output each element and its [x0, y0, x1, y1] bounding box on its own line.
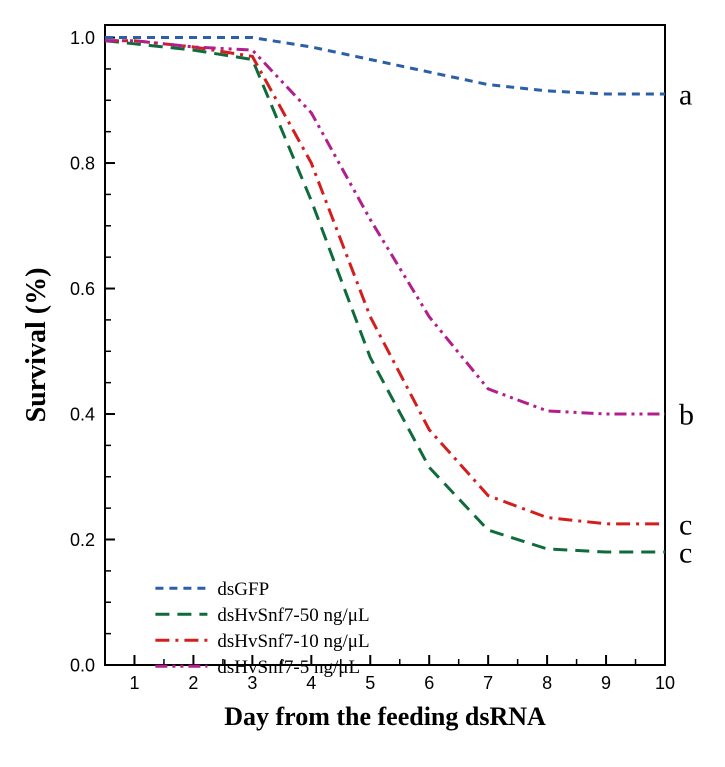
x-tick-label: 8	[542, 673, 552, 693]
legend-label: dsHvSnf7-10 ng/μL	[217, 631, 369, 652]
legend-label: dsGFP	[217, 579, 269, 600]
x-tick-label: 1	[129, 673, 139, 693]
x-tick-label: 10	[655, 673, 675, 693]
y-tick-label: 0.2	[70, 530, 95, 550]
survival-chart: 12345678910Day from the feeding dsRNA0.0…	[0, 0, 725, 767]
x-tick-label: 5	[365, 673, 375, 693]
x-tick-label: 2	[188, 673, 198, 693]
end-label-snf7_10: c	[679, 508, 692, 541]
x-tick-label: 6	[424, 673, 434, 693]
x-tick-label: 7	[483, 673, 493, 693]
y-axis-title: Survival (%)	[21, 268, 52, 423]
y-tick-label: 0.0	[70, 655, 95, 675]
y-tick-label: 1.0	[70, 28, 95, 48]
x-axis-title: Day from the feeding dsRNA	[224, 702, 546, 731]
end-label-dsGFP: a	[679, 79, 692, 112]
x-tick-label: 9	[601, 673, 611, 693]
legend-label: dsHvSnf7-50 ng/μL	[217, 605, 369, 626]
end-label-snf7_5: b	[679, 399, 694, 432]
end-label-snf7_50: c	[679, 537, 692, 570]
y-tick-label: 0.6	[70, 279, 95, 299]
legend-label: dsHvSnf7-5 ng/μL	[217, 657, 360, 678]
chart-bg	[0, 0, 725, 767]
y-tick-label: 0.8	[70, 153, 95, 173]
chart-svg: 12345678910Day from the feeding dsRNA0.0…	[0, 0, 725, 767]
y-tick-label: 0.4	[70, 404, 95, 424]
